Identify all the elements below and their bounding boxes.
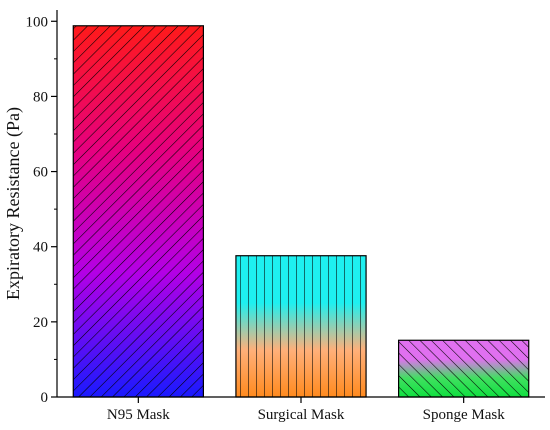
x-tick-label: Sponge Mask	[423, 407, 506, 423]
y-tick-label: 0	[41, 390, 49, 406]
x-ticks: N95 Mask Surgical Mask Sponge Mask	[107, 397, 505, 423]
x-tick-label: Surgical Mask	[258, 407, 345, 423]
bar-sponge-mask	[398, 339, 530, 398]
y-tick-label: 80	[33, 89, 48, 105]
y-axis-label: Expiratory Resistance (Pa)	[3, 107, 24, 300]
y-tick-label: 60	[33, 165, 48, 181]
bar-surgical-mask	[235, 255, 367, 398]
y-tick-label: 40	[33, 240, 48, 256]
bars-layer	[72, 25, 530, 398]
y-ticks: 0 20 40 60 80 100	[26, 14, 57, 406]
y-tick-label: 20	[33, 315, 48, 331]
y-tick-label: 100	[26, 14, 49, 30]
bar-n95-mask	[72, 25, 205, 398]
x-tick-label: N95 Mask	[107, 407, 170, 423]
